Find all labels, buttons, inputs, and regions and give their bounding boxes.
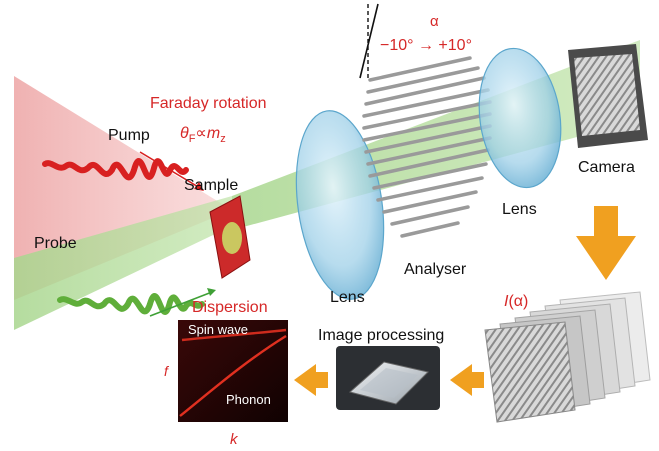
big-arrow-down-icon: [576, 206, 636, 280]
dispersion-label: Dispersion: [192, 299, 268, 316]
lens-2: [478, 47, 562, 189]
lens-1: [295, 110, 385, 300]
probe-wave-packet: [57, 293, 205, 315]
arrow-right-icon: [139, 151, 204, 191]
axis-f-label: f: [164, 363, 170, 379]
phonon-label: Phonon: [226, 392, 271, 407]
phonon-branch: [179, 334, 287, 417]
camera-label: Camera: [578, 159, 635, 176]
camera-sensor: [574, 54, 640, 136]
faraday-formula: θF∝mz: [180, 125, 226, 145]
spin-wave-label: Spin wave: [188, 322, 248, 337]
intensity-label: I(α): [504, 293, 528, 310]
dispersion-plot: [178, 320, 288, 422]
faraday-title: Faraday rotation: [150, 95, 267, 112]
lens-2-label: Lens: [502, 201, 537, 218]
analyser-grid: [362, 56, 492, 238]
analyser-label: Analyser: [404, 261, 467, 278]
pump-wave-packet: [42, 158, 189, 181]
lens-1-label: Lens: [330, 289, 365, 306]
arrow-right-icon: [149, 288, 216, 317]
pump-label: Pump: [108, 127, 150, 144]
big-arrow-left-icon: [450, 364, 484, 396]
image-stack: [484, 291, 651, 423]
probe-beam-incoming: [14, 196, 232, 330]
sample-label: Sample: [184, 177, 238, 194]
image-processing-label: Image processing: [318, 327, 444, 344]
alpha-label: α: [430, 13, 439, 30]
chip-icon: [348, 361, 429, 405]
sample-spot: [222, 222, 242, 254]
alpha-range-label: −10° → +10°: [380, 37, 472, 54]
big-arrow-left-icon: [294, 364, 328, 396]
probe-label: Probe: [34, 235, 77, 252]
polariser-axis-solid: [359, 3, 379, 79]
axis-k-label: k: [230, 431, 239, 448]
spin-wave-branch: [181, 328, 287, 342]
